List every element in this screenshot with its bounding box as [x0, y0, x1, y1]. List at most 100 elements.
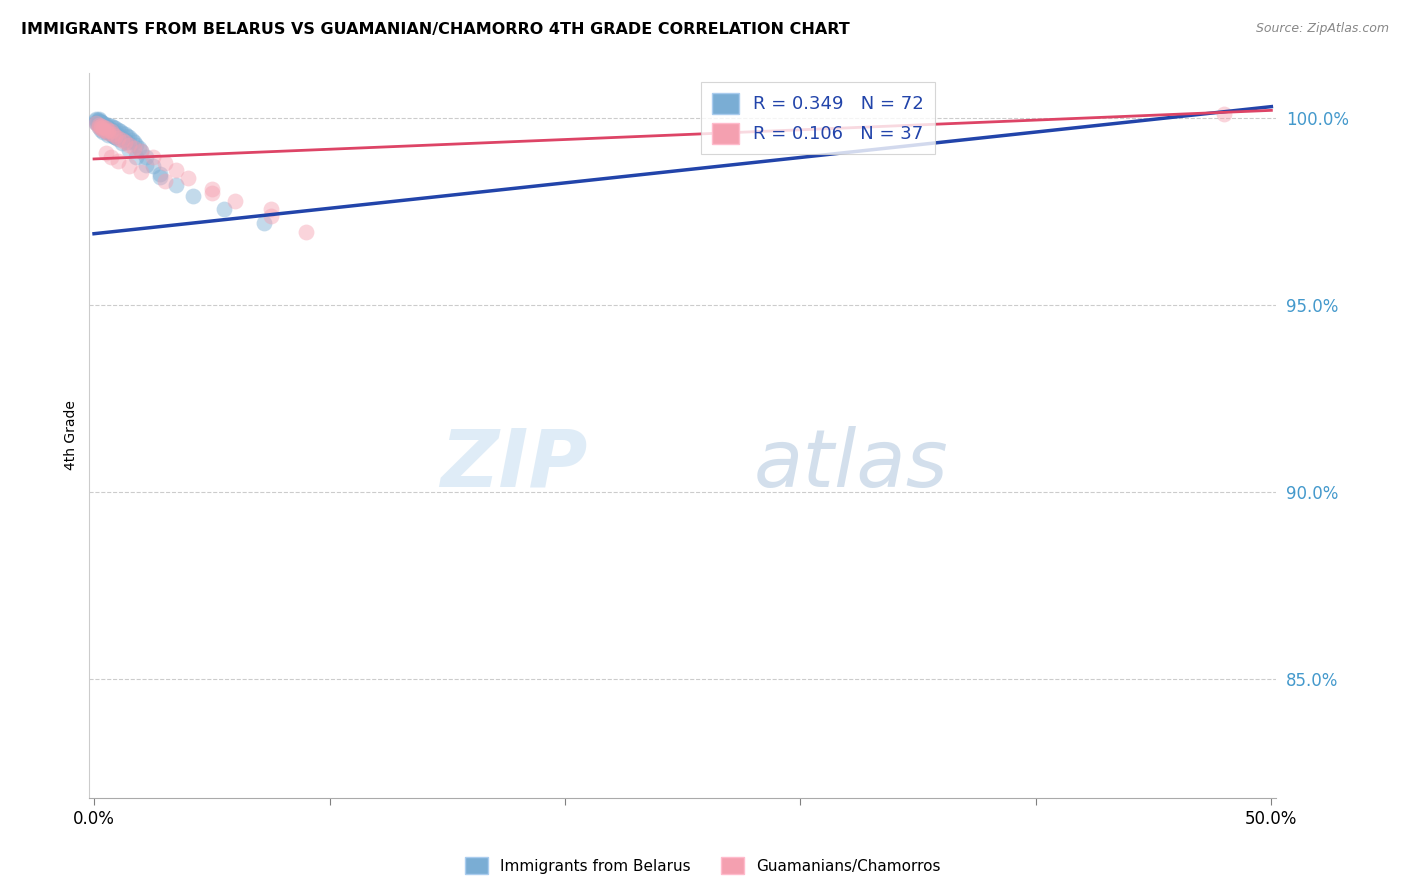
Point: [100, 127, 122, 141]
Point: [86, 112, 108, 126]
Point: [93, 122, 115, 136]
Point: [94, 120, 117, 135]
Point: [142, 160, 165, 174]
Point: [107, 153, 129, 168]
Point: [115, 128, 138, 143]
Point: [104, 121, 127, 136]
Point: [87, 118, 110, 132]
Point: [122, 135, 145, 149]
Point: [114, 133, 136, 147]
Point: [1213, 107, 1236, 121]
Point: [90, 120, 112, 135]
Point: [114, 135, 136, 149]
Point: [118, 137, 141, 152]
Point: [201, 182, 224, 196]
Point: [93, 120, 115, 135]
Point: [87, 112, 110, 127]
Point: [100, 125, 122, 139]
Point: [93, 116, 115, 130]
Point: [97, 118, 120, 132]
Point: [87, 113, 110, 128]
Text: ZIP: ZIP: [440, 425, 588, 504]
Point: [94, 121, 117, 136]
Point: [153, 156, 176, 170]
Point: [93, 118, 115, 132]
Point: [135, 157, 157, 171]
Legend: R = 0.349   N = 72, R = 0.106   N = 37: R = 0.349 N = 72, R = 0.106 N = 37: [700, 82, 935, 154]
Point: [94, 118, 117, 132]
Point: [111, 133, 134, 147]
Point: [165, 163, 187, 178]
Point: [177, 170, 200, 185]
Point: [101, 124, 124, 138]
Point: [129, 145, 152, 159]
Point: [118, 143, 141, 157]
Point: [93, 125, 115, 139]
Point: [108, 129, 131, 144]
Point: [111, 126, 134, 140]
Point: [94, 146, 117, 161]
Point: [87, 120, 110, 135]
Point: [93, 119, 115, 133]
Point: [90, 115, 112, 129]
Point: [87, 118, 110, 132]
Point: [90, 114, 112, 128]
Point: [90, 121, 112, 136]
Point: [86, 116, 108, 130]
Point: [108, 124, 131, 138]
Point: [111, 131, 134, 145]
Point: [94, 119, 117, 133]
Point: [111, 136, 134, 151]
Point: [97, 126, 120, 140]
Point: [107, 132, 129, 146]
Point: [107, 131, 129, 145]
Point: [201, 186, 224, 201]
Point: [115, 135, 138, 149]
Point: [142, 150, 165, 164]
Point: [87, 113, 110, 128]
Point: [107, 123, 129, 137]
Point: [90, 118, 112, 132]
Point: [94, 120, 117, 135]
Point: [122, 141, 145, 155]
Point: [87, 115, 110, 129]
Point: [128, 141, 150, 155]
Point: [97, 123, 120, 137]
Point: [118, 130, 141, 145]
Text: IMMIGRANTS FROM BELARUS VS GUAMANIAN/CHAMORRO 4TH GRADE CORRELATION CHART: IMMIGRANTS FROM BELARUS VS GUAMANIAN/CHA…: [21, 22, 849, 37]
Point: [224, 194, 246, 208]
Point: [259, 202, 281, 217]
Point: [93, 123, 115, 137]
Point: [90, 119, 112, 133]
Point: [101, 128, 124, 142]
Point: [97, 125, 120, 139]
Point: [101, 127, 124, 141]
Point: [149, 169, 172, 184]
Text: atlas: atlas: [754, 425, 949, 504]
Point: [97, 123, 120, 137]
Point: [104, 128, 127, 143]
Point: [125, 150, 148, 164]
Point: [90, 116, 112, 130]
Point: [101, 120, 124, 135]
Point: [97, 121, 120, 136]
Point: [135, 150, 157, 164]
Point: [114, 128, 136, 142]
Point: [149, 167, 172, 181]
Point: [101, 128, 124, 143]
Point: [86, 116, 108, 130]
Point: [295, 225, 318, 239]
Point: [104, 129, 127, 144]
Point: [107, 128, 129, 142]
Point: [118, 160, 141, 174]
Point: [121, 132, 143, 146]
Point: [125, 137, 148, 152]
Point: [259, 209, 281, 223]
Point: [153, 174, 176, 188]
Text: Source: ZipAtlas.com: Source: ZipAtlas.com: [1256, 22, 1389, 36]
Point: [252, 216, 274, 230]
Point: [97, 128, 120, 142]
Point: [129, 165, 152, 179]
Point: [181, 189, 204, 203]
Y-axis label: 4th Grade: 4th Grade: [65, 401, 79, 470]
